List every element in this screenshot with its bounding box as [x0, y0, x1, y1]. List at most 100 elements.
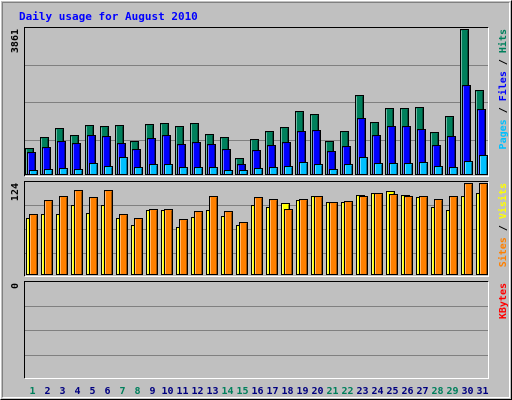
y-max-label: 124 [10, 183, 21, 201]
x-tick-label: 13 [206, 386, 218, 397]
bar-pages-day-13 [209, 167, 218, 175]
bar-sites-day-13 [209, 196, 218, 275]
panel-legend: KBytes [498, 283, 509, 319]
bar-pages-day-10 [164, 164, 173, 175]
bar-sites-day-2 [44, 200, 53, 275]
bar-sites-day-26 [404, 196, 413, 275]
bar-pages-day-18 [284, 166, 293, 175]
panel-legend: Sites / Visits [497, 183, 509, 267]
x-tick-label: 27 [416, 386, 428, 397]
bar-sites-day-25 [389, 194, 398, 275]
legend-entry: Sites [497, 237, 509, 267]
bar-sites-day-23 [359, 196, 368, 275]
bar-pages-day-21 [329, 169, 338, 175]
bar-sites-day-11 [179, 219, 188, 275]
bar-pages-day-22 [344, 164, 353, 175]
bar-pages-day-29 [449, 167, 458, 175]
bar-sites-day-9 [149, 209, 158, 275]
bar-pages-day-27 [419, 162, 428, 175]
bar-pages-day-30 [464, 161, 473, 175]
legend-entry: Files [497, 71, 509, 101]
bar-sites-day-8 [134, 218, 143, 275]
x-tick-label: 2 [44, 386, 50, 397]
bar-pages-day-12 [194, 167, 203, 175]
bar-pages-day-31 [479, 155, 488, 175]
plot-border [24, 181, 489, 277]
x-tick-label: 28 [431, 386, 443, 397]
x-tick-label: 10 [161, 386, 173, 397]
bar-sites-day-5 [89, 197, 98, 275]
bar-pages-day-14 [224, 170, 233, 175]
y-max-label: 0 [10, 283, 21, 289]
bar-sites-day-14 [224, 211, 233, 275]
bar-sites-day-24 [374, 193, 383, 275]
bar-pages-day-2 [44, 169, 53, 175]
bar-sites-day-15 [239, 222, 248, 275]
x-tick-label: 18 [281, 386, 293, 397]
x-tick-label: 3 [59, 386, 65, 397]
bar-pages-day-19 [299, 162, 308, 175]
panel-hits-files-pages: 3861 Pages / Files / Hits [10, 27, 509, 177]
bar-sites-day-10 [164, 209, 173, 275]
x-tick-label: 7 [119, 386, 125, 397]
x-tick-label: 4 [74, 386, 80, 397]
bar-sites-day-3 [59, 196, 68, 275]
panel-visits-sites: 124 Sites / Visits [10, 181, 509, 277]
legend-entry: Pages [498, 119, 509, 149]
y-max-label: 3861 [10, 29, 21, 53]
bar-sites-day-6 [104, 190, 113, 275]
bar-pages-day-17 [269, 167, 278, 175]
legend-entry: / [498, 219, 509, 237]
bar-pages-day-26 [404, 163, 413, 175]
bar-pages-day-20 [314, 164, 323, 175]
bar-pages-day-28 [434, 166, 443, 175]
bar-sites-day-31 [479, 183, 488, 275]
x-tick-label: 23 [356, 386, 368, 397]
x-tick-label: 29 [446, 386, 458, 397]
x-axis-tick-labels: 1 2 3 4 5 6 7 8 9 10 11 12 13 14 15 16 17 18 19 20 21 22 23 24 2… [29, 386, 488, 397]
x-tick-label: 19 [296, 386, 308, 397]
plot-border [24, 281, 489, 379]
bar-pages-day-6 [104, 166, 113, 175]
x-tick-label: 14 [221, 386, 233, 397]
bar-sites-day-16 [254, 197, 263, 275]
legend-entry: Hits [497, 29, 509, 53]
x-tick-label: 17 [266, 386, 278, 397]
legend-entry: KBytes [498, 283, 509, 319]
x-tick-label: 1 [29, 386, 35, 397]
bar-sites-day-4 [74, 190, 83, 275]
bar-sites-day-27 [419, 196, 428, 275]
bar-pages-day-16 [254, 168, 263, 175]
bar-pages-day-8 [134, 167, 143, 175]
x-tick-label: 21 [326, 386, 338, 397]
x-tick-label: 16 [251, 386, 263, 397]
bar-sites-day-7 [119, 214, 128, 275]
x-tick-label: 6 [104, 386, 110, 397]
x-tick-label: 24 [371, 386, 383, 397]
bar-sites-day-21 [329, 202, 338, 275]
bar-pages-day-7 [119, 157, 128, 175]
bar-sites-day-12 [194, 211, 203, 275]
bar-pages-day-5 [89, 163, 98, 175]
x-tick-label: 5 [89, 386, 95, 397]
bar-sites-day-29 [449, 196, 458, 275]
plot-border [24, 181, 489, 277]
x-tick-label: 26 [401, 386, 413, 397]
bar-pages-day-11 [179, 167, 188, 175]
bar-sites-day-18 [284, 209, 293, 275]
bar-pages-day-1 [29, 170, 38, 175]
panel-legend: Pages / Files / Hits [497, 29, 509, 149]
panel-kbytes: 0 KBytes [10, 281, 509, 379]
plot-border [24, 281, 489, 379]
bar-pages-day-9 [149, 164, 158, 175]
chart-title: Daily usage for August 2010 [19, 10, 198, 23]
bar-sites-day-20 [314, 196, 323, 275]
x-tick-label: 8 [134, 386, 140, 397]
bar-sites-day-22 [344, 201, 353, 275]
bar-pages-day-23 [359, 157, 368, 175]
bar-pages-day-24 [374, 163, 383, 175]
bar-sites-day-30 [464, 183, 473, 275]
x-tick-label: 20 [311, 386, 323, 397]
x-tick-label: 15 [236, 386, 248, 397]
